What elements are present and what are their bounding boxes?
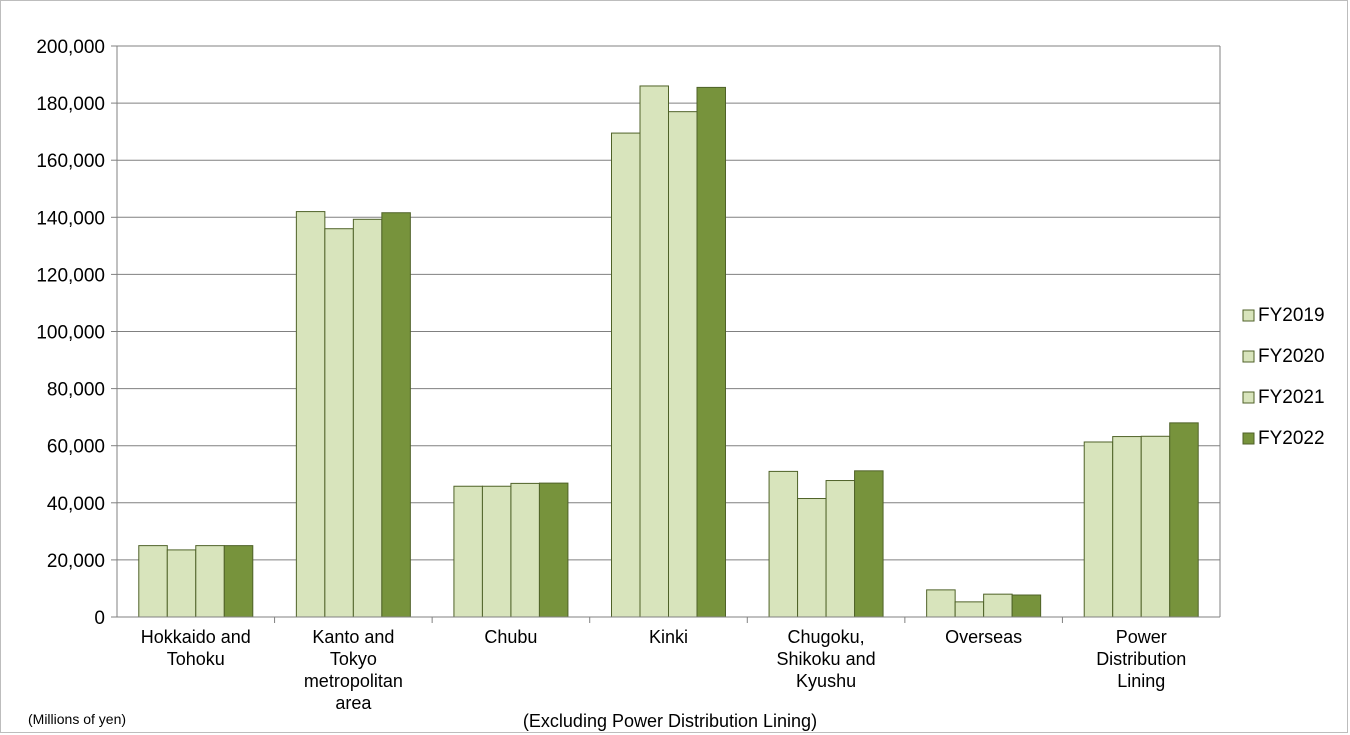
- y-tick-label: 200,000: [36, 37, 105, 58]
- y-tick-label: 40,000: [47, 494, 105, 515]
- x-tick-label: Hokkaido and: [141, 627, 251, 647]
- bar: [825, 480, 856, 618]
- y-tick-label: 100,000: [36, 323, 105, 344]
- x-tick-label: Overseas: [945, 627, 1022, 647]
- x-tick-label: Shikoku and: [777, 649, 876, 669]
- x-tick-label: Chubu: [484, 627, 537, 647]
- bar: [195, 545, 225, 618]
- legend-swatch: [1242, 350, 1255, 363]
- legend-label: FY2022: [1258, 428, 1325, 449]
- legend-label: FY2021: [1258, 387, 1325, 408]
- bar: [538, 482, 569, 618]
- bar: [768, 470, 799, 618]
- x-tick-label: Tokyo: [330, 649, 377, 669]
- bar: [223, 545, 254, 618]
- legend-label: FY2020: [1258, 346, 1325, 367]
- bar: [166, 549, 197, 618]
- bar: [668, 111, 698, 618]
- bar: [639, 85, 669, 618]
- legend-swatch: [1242, 391, 1255, 404]
- x-tick-label: Kyushu: [796, 671, 856, 691]
- bar: [983, 593, 1013, 618]
- x-tick-label: Chugoku,: [788, 627, 865, 647]
- bar: [381, 212, 411, 618]
- bar: [1083, 441, 1114, 618]
- bar: [453, 485, 483, 618]
- bar: [1011, 594, 1042, 618]
- bar: [1169, 422, 1199, 618]
- y-tick-label: 80,000: [47, 380, 105, 401]
- x-tick-label: Tohoku: [167, 649, 225, 669]
- y-tick-label: 120,000: [36, 265, 105, 286]
- legend-swatch: [1242, 432, 1255, 445]
- x-tick-label: Power: [1116, 627, 1167, 647]
- legend-label: FY2019: [1258, 305, 1325, 326]
- bar: [611, 132, 641, 618]
- bar: [696, 86, 726, 618]
- bar: [324, 228, 354, 618]
- bar: [352, 218, 383, 618]
- bar: [1140, 435, 1171, 618]
- bar: [510, 482, 540, 618]
- x-tick-label: Kanto and: [312, 627, 394, 647]
- bar: [138, 545, 168, 618]
- y-axis-tick-labels: 0 20,000 40,000 60,000 80,000 100,000 120,000 1…: [36, 37, 105, 629]
- axes: [116, 45, 1221, 623]
- bar: [481, 485, 512, 618]
- unit-note: (Millions of yen): [28, 711, 126, 727]
- x-tick-label: area: [335, 693, 372, 713]
- bar: [854, 470, 884, 618]
- x-tick-label: Distribution: [1096, 649, 1186, 669]
- footnote: (Excluding Power Distribution Lining): [523, 711, 817, 731]
- bar: [1112, 436, 1142, 618]
- x-tick-label: metropolitan: [304, 671, 403, 691]
- bars: [138, 85, 1199, 618]
- y-tick-label: 180,000: [36, 94, 105, 115]
- y-tick-label: 140,000: [36, 208, 105, 229]
- legend: FY2019 FY2020 FY2021 FY2022: [1242, 305, 1325, 449]
- y-tick-label: 160,000: [36, 151, 105, 172]
- legend-swatch: [1242, 309, 1255, 322]
- bar: [926, 589, 956, 618]
- bar: [954, 601, 985, 618]
- y-tick-label: 0: [94, 608, 105, 629]
- y-tick-label: 60,000: [47, 437, 105, 458]
- y-tick-label: 20,000: [47, 551, 105, 572]
- bar: [295, 211, 326, 618]
- bar: [797, 498, 827, 618]
- x-tick-label: Kinki: [649, 627, 688, 647]
- x-tick-label: Lining: [1117, 671, 1165, 691]
